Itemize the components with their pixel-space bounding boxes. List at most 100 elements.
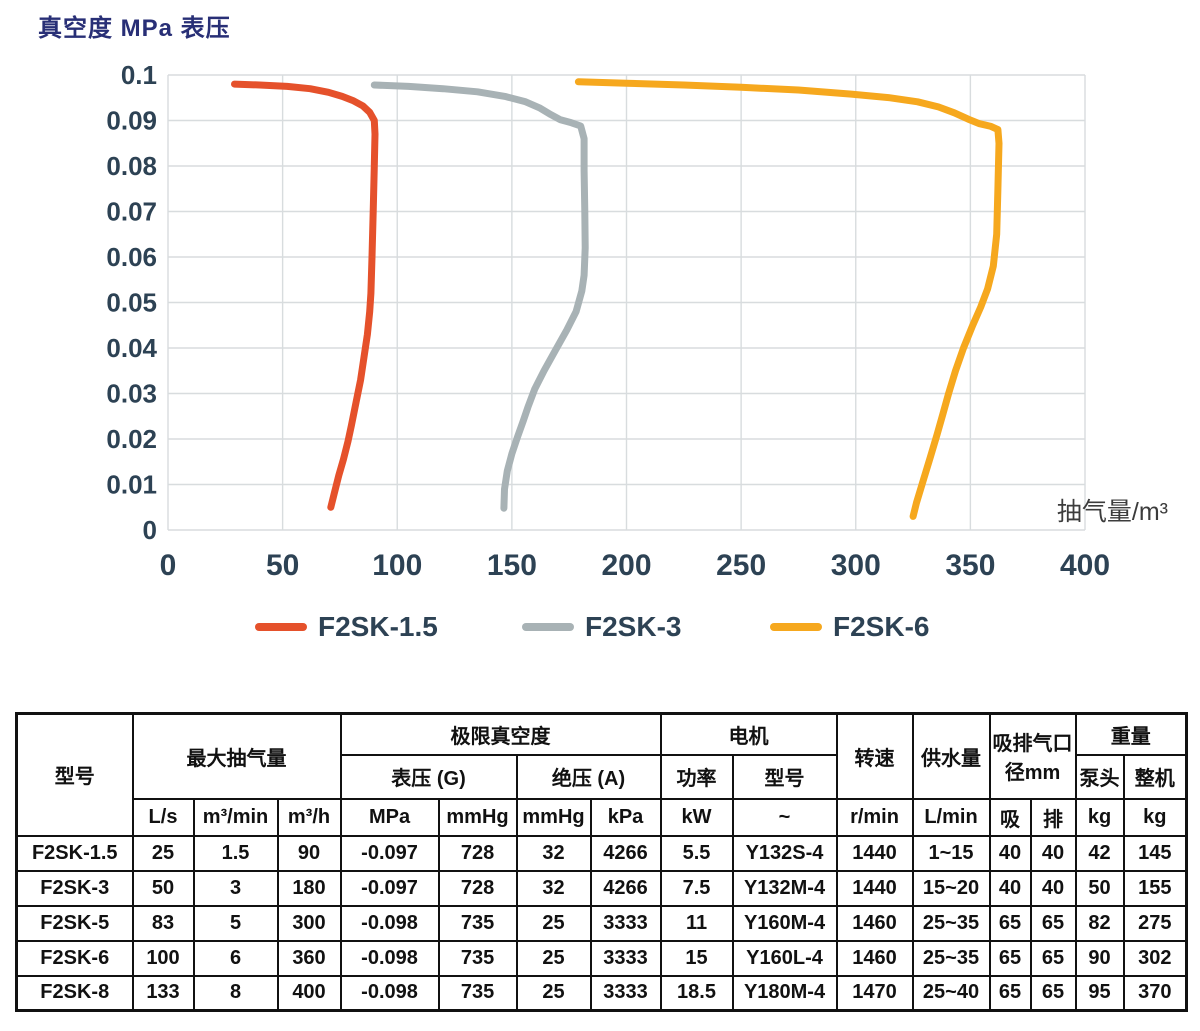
table-cell: 302 [1122,939,1188,977]
y-tick-label: 0.1 [121,60,157,90]
table-cell: 25~40 [911,974,991,1012]
table-cell: 65 [1029,904,1077,942]
table-cell: 90 [1074,939,1125,977]
table-cell: 1~15 [911,834,991,872]
table-cell: Y160L-4 [731,939,838,977]
y-tick-label: 0.06 [106,242,157,272]
column-header: 表压 (G) [339,753,518,800]
table-cell: 40 [1029,834,1077,872]
y-tick-label: 0.01 [106,470,157,500]
legend-swatch-f2sk-1.5 [255,623,307,631]
legend-item-f2sk-3: F2SK-3 [522,610,681,644]
table-cell: 6 [192,939,279,977]
x-tick-label: 200 [601,549,651,582]
x-tick-label: 100 [372,549,422,582]
y-tick-label: 0.07 [106,197,157,227]
column-header: kW [659,797,734,837]
chart-legend: F2SK-1.5 F2SK-3 F2SK-6 [0,610,1200,644]
table-cell: 1440 [835,834,914,872]
table-cell: 32 [515,869,592,907]
chart-title: 真空度 MPa 表压 [38,15,231,42]
table-cell: -0.097 [339,834,440,872]
table-row: F2SK-1.5 25 1.5 90 -0.097 728 32 4266 5.5 Y132S-4… [15,834,1188,872]
x-tick-label: 0 [160,549,177,582]
y-tick-label: 0.04 [106,333,157,363]
table-cell: 90 [276,834,342,872]
spec-table: 型号 最大抽气量 极限真空度 电机 转速 供水量 吸排气口径mm 重量 表压 (G) 绝压 (A)… [15,712,1189,1012]
table-row: F2SK-8 133 8 400 -0.098 735 25 3333 18.5 Y180M-4 1… [15,974,1188,1012]
table-cell: 83 [131,904,195,942]
table-cell: 5 [192,904,279,942]
table-cell: -0.098 [339,939,440,977]
table-cell: 728 [437,869,518,907]
column-header: 功率 [659,753,734,800]
column-header: 型号 [15,712,134,837]
table-cell: 1460 [835,904,914,942]
table-cell: 11 [659,904,734,942]
x-axis-label: 抽气量/m³ [1057,498,1168,526]
legend-swatch-f2sk-6 [770,623,822,631]
row-model-name: F2SK-8 [15,974,134,1012]
table-cell: 95 [1074,974,1125,1012]
table-cell: 25~35 [911,904,991,942]
table-cell: 18.5 [659,974,734,1012]
column-header: MPa [339,797,440,837]
column-header: kg [1074,797,1125,837]
table-row: F2SK-5 83 5 300 -0.098 735 25 3333 11 Y160M-4 1460… [15,904,1188,942]
column-header: r/min [835,797,914,837]
legend-label: F2SK-1.5 [318,611,438,642]
y-tick-label: 0.08 [106,151,157,181]
table-cell: Y132M-4 [731,869,838,907]
x-tick-label: 350 [945,549,995,582]
table-cell: 735 [437,939,518,977]
header-row: 型号 最大抽气量 极限真空度 电机 转速 供水量 吸排气口径mm 重量 [15,712,1188,837]
column-header: 吸 [988,797,1032,837]
table-body: F2SK-1.5 25 1.5 90 -0.097 728 32 4266 5.5 Y132S-4… [15,834,1188,1012]
y-tick-label: 0.05 [106,288,157,318]
y-tick-label: 0.09 [106,106,157,136]
table-cell: 50 [131,869,195,907]
x-tick-label: 50 [266,549,299,582]
row-model-name: F2SK-3 [15,869,134,907]
column-header: m³/h [276,797,342,837]
column-header: L/min [911,797,991,837]
curve-f2sk-6 [574,78,1003,520]
table-cell: Y180M-4 [731,974,838,1012]
table-cell: -0.097 [339,869,440,907]
header-row: L/s m³/min m³/h MPa mmHg mmHg kPa kW ~ r/min L/min… [17,797,1188,837]
table-cell: 145 [1122,834,1188,872]
table-cell: 3333 [589,974,662,1012]
x-tick-label: 250 [716,549,766,582]
row-model-name: F2SK-5 [15,904,134,942]
table-cell: 100 [131,939,195,977]
table-cell: 25 [515,939,592,977]
table-cell: 3333 [589,904,662,942]
table-cell: 400 [276,974,342,1012]
table-cell: 728 [437,834,518,872]
table-cell: 32 [515,834,592,872]
column-header: 极限真空度 [339,712,662,756]
table-cell: 1460 [835,939,914,977]
table-row: F2SK-6 100 6 360 -0.098 735 25 3333 15 Y160L-4 146… [15,939,1188,977]
table-cell: 180 [276,869,342,907]
table-cell: 4266 [589,869,662,907]
y-tick-label: 0.03 [106,379,157,409]
column-header: 排 [1029,797,1077,837]
table-cell: 1440 [835,869,914,907]
column-header: m³/min [192,797,279,837]
table-cell: 7.5 [659,869,734,907]
table-cell: 3333 [589,939,662,977]
table-cell: 360 [276,939,342,977]
table-cell: 25 [131,834,195,872]
column-header: 整机 [1122,753,1188,800]
column-header: 型号 [731,753,838,800]
table-cell: -0.098 [339,974,440,1012]
table-cell: 40 [988,834,1032,872]
column-header: 供水量 [911,712,991,800]
curve-f2sk-1.5 [231,80,379,511]
table-cell: 50 [1074,869,1125,907]
column-header: 吸排气口径mm [988,712,1077,800]
table-cell: 25 [515,904,592,942]
legend-swatch-f2sk-3 [522,623,574,631]
legend-item-f2sk-6: F2SK-6 [770,610,929,644]
